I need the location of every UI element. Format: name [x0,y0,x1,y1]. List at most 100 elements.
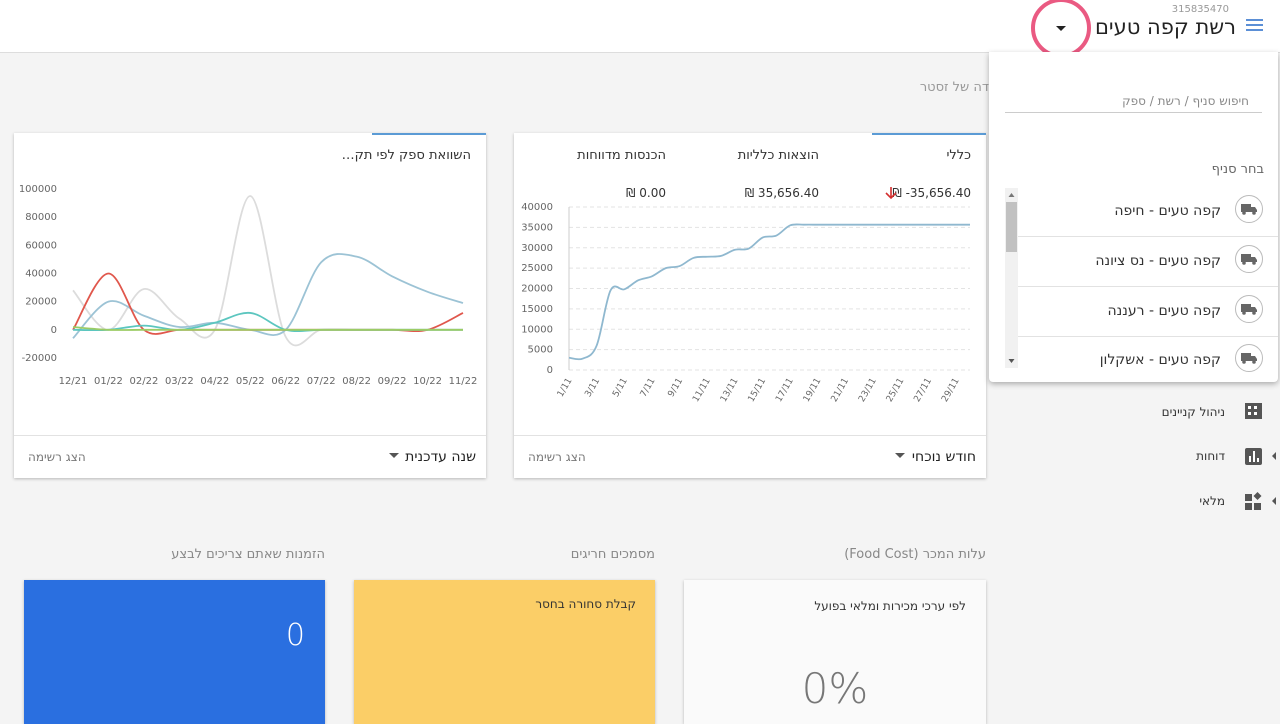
truck-icon [1235,344,1263,372]
card-divider [514,435,986,436]
show-list[interactable]: הצג רשימה [28,450,86,464]
expand-arrow [1272,452,1276,460]
series-line [568,223,970,361]
truck [1241,204,1257,212]
sidebar-item[interactable]: ניהול קניינים [1161,405,1225,419]
widget-text: קבלת סחורה בחסר [535,597,636,611]
y-tick-label: 10000 [521,324,553,335]
x-tick-label: 12/21 [59,376,88,387]
y-tick-label: 35000 [521,222,553,233]
widget-value: 0% [801,664,869,713]
series-line [72,326,463,331]
y-tick-label: -20000 [22,353,57,364]
y-tick-label: 40000 [25,269,57,280]
x-tick-label: 02/22 [129,376,158,387]
y-tick-label: 60000 [25,240,57,251]
period-caret[interactable] [387,451,401,461]
period-select[interactable]: שנה עדכנית [405,449,476,465]
wheel [1242,261,1246,265]
truck-icon [1235,245,1263,273]
x-tick-label: 1/11 [556,377,575,400]
icon-detail [1254,412,1257,415]
tab[interactable]: הוצאות כלליות [737,148,819,163]
network-title[interactable]: רשת קפה טעים [1094,15,1236,39]
x-tick-label: 11/22 [449,376,478,387]
tab[interactable]: הכנסות מדווחות [577,148,666,163]
stock-icon [1245,503,1252,510]
show-list[interactable]: הצג רשימה [528,450,586,464]
stock-icon [1253,492,1262,500]
truck-icon [1235,195,1263,223]
branch-option[interactable]: קפה טעים - אשקלון [1099,352,1221,368]
scrollbar-thumb[interactable] [1006,202,1017,252]
icon-detail [1257,458,1259,462]
caret [895,453,905,458]
total-value: ₪ -35,656.40 [892,186,971,200]
period-caret[interactable] [893,451,907,461]
card-divider [14,435,486,436]
account-id: 315835470 [1171,4,1229,15]
x-tick-label: 7/11 [639,377,658,400]
icon-detail [1254,406,1257,409]
y-tick-label: 20000 [25,297,57,308]
x-tick-label: 09/22 [378,376,407,387]
exceptions-card[interactable] [354,580,655,724]
x-tick-label: 10/22 [413,376,442,387]
wheel [1252,311,1256,315]
widget-title: הזמנות שאתם צריכים לבצע [171,547,325,562]
wheel [1242,360,1246,364]
x-tick-label: 3/11 [583,377,602,400]
x-tick-label: 29/11 [940,377,962,404]
truck [1241,304,1257,312]
sidebar-icons [1245,403,1276,510]
tab[interactable]: כללי [946,148,971,163]
wheel [1242,311,1246,315]
x-tick-label: 04/22 [200,376,229,387]
supplier-card [14,133,486,478]
x-tick-label: 27/11 [912,377,934,404]
wheel [1252,211,1256,215]
sidebar-item[interactable]: מלאי [1199,494,1225,508]
orders-card[interactable] [24,580,325,724]
y-tick-label: 80000 [25,212,57,223]
greeting: דה של זסטר [919,80,989,95]
card-title: השוואת ספק לפי תק… [341,148,471,163]
y-tick-label: 100000 [19,184,57,195]
x-tick-label: 13/11 [719,377,741,404]
scroll-down[interactable] [1008,359,1015,363]
search-placeholder[interactable]: חיפוש סניף / רשת / ספק [1122,94,1249,108]
summary-card [514,133,986,478]
menu-icon[interactable] [1244,17,1266,35]
expand-arrow [1272,497,1276,505]
branch-option[interactable]: קפה טעים - חיפה [1114,203,1221,219]
wheel [1242,211,1246,215]
icon-detail [1248,406,1251,409]
food-cost-card[interactable] [684,580,986,724]
scroll-up[interactable] [1008,193,1015,197]
search-underline [1005,112,1262,113]
wheel [1252,261,1256,265]
x-tick-label: 08/22 [342,376,371,387]
caret [1056,26,1066,31]
y-tick-label: 25000 [521,263,553,274]
stock-icon [1254,503,1261,510]
branch-option[interactable]: קפה טעים - רעננה [1107,303,1221,319]
sidebar-item[interactable]: דוחות [1196,449,1225,463]
x-tick-label: 05/22 [236,376,265,387]
x-tick-label: 25/11 [885,377,907,404]
y-tick-label: 40000 [521,202,553,213]
branch-option[interactable]: קפה טעים - נס ציונה [1095,253,1221,269]
period-select[interactable]: חודש נוכחי [911,449,976,465]
truck-icon [1235,295,1263,323]
x-tick-label: 01/22 [94,376,123,387]
active-tab-indicator [372,133,486,135]
total-value: ₪ 35,656.40 [744,186,819,200]
scrollbar-arrows[interactable] [1005,188,1018,368]
menu-line [1246,29,1263,31]
truck [1241,254,1257,262]
widget-title: עלות המכר (Food Cost) [844,547,986,562]
wheel [1252,360,1256,364]
icon-detail [1248,412,1251,415]
